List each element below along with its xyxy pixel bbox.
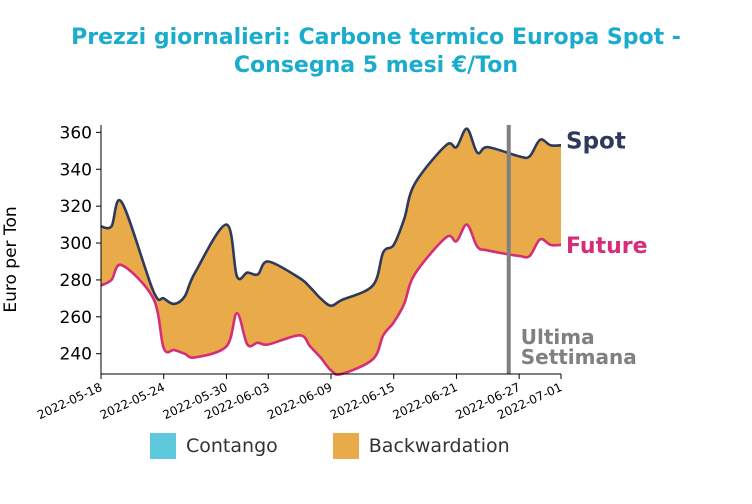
y-axis-label: Euro per Ton [1, 206, 21, 312]
x-tick-label: 2022-06-15 [328, 380, 397, 422]
series-end-labels: Spot Future [566, 128, 648, 259]
legend-item-backwardation: Backwardation [332, 433, 510, 459]
legend: Contango Backwardation [150, 433, 565, 459]
y-tick-label: 320 [60, 197, 92, 217]
chart-title-line-1: Prezzi giornalieri: Carbone termico Euro… [71, 25, 681, 50]
legend-label-backwardation: Backwardation [368, 435, 510, 457]
legend-swatch-backwardation [332, 433, 359, 459]
x-tick-label: 2022-06-21 [391, 380, 460, 422]
y-tick-label: 240 [60, 345, 92, 365]
y-tick-label: 360 [60, 123, 92, 143]
chart-title-line-2: Consegna 5 mesi €/Ton [233, 53, 519, 78]
x-tick-label: 2022-06-09 [265, 380, 334, 422]
band-fills [101, 128, 561, 375]
legend-label-contango: Contango [186, 435, 278, 457]
series-line-future [100, 223, 562, 376]
chart-title: Prezzi giornalieri: Carbone termico Euro… [0, 24, 752, 80]
legend-swatch-contango [150, 433, 176, 459]
x-tick-label: 2022-05-18 [35, 380, 104, 422]
legend-item-contango: Contango [150, 433, 278, 459]
backwardation-band [101, 128, 561, 375]
series-line-spot [100, 127, 562, 308]
series-lines [100, 127, 562, 376]
last-week-label-line: Ultima [521, 325, 595, 349]
y-tick-label: 300 [60, 234, 92, 254]
y-tick-label: 340 [60, 160, 92, 180]
y-tick-label: 260 [60, 308, 92, 328]
y-tick-label: 280 [60, 271, 92, 291]
end-label-future: Future [566, 234, 648, 259]
x-tick-label: 2022-05-24 [98, 380, 167, 422]
end-label-spot: Spot [566, 128, 626, 154]
last-week-label-line: Settimana [521, 345, 637, 369]
